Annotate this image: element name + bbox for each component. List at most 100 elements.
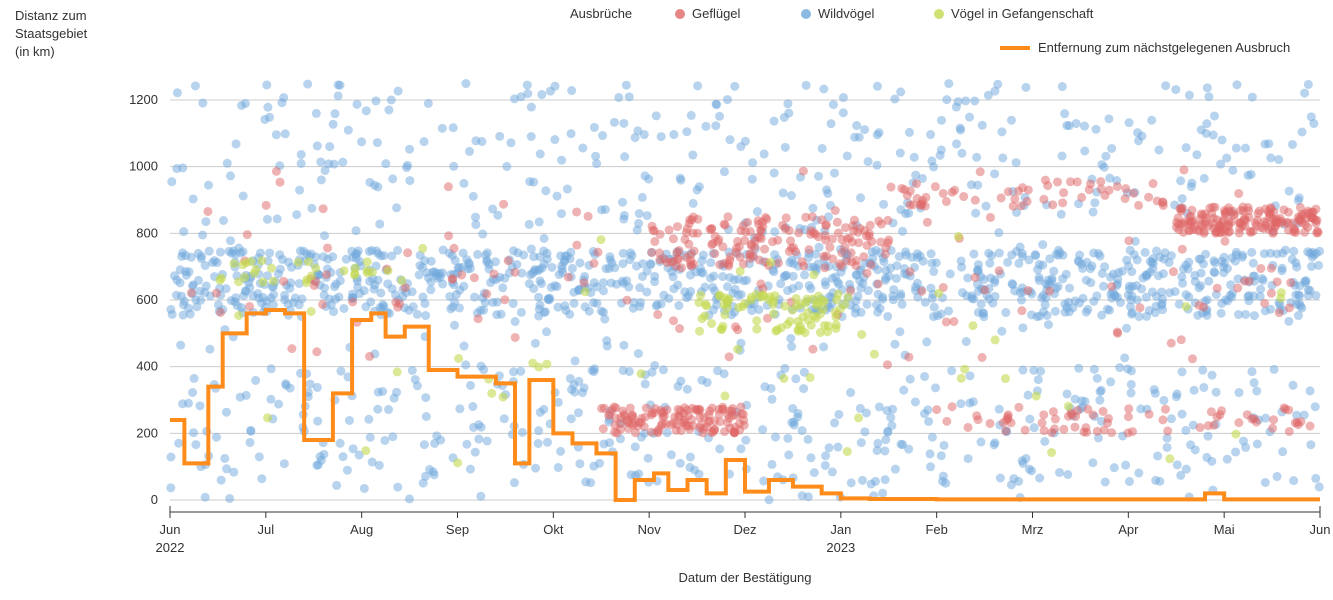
data-point xyxy=(307,307,316,316)
data-point xyxy=(223,159,232,168)
data-point xyxy=(1209,256,1218,265)
data-point xyxy=(788,404,797,413)
data-point xyxy=(768,460,777,469)
data-point xyxy=(307,204,316,213)
data-point xyxy=(415,261,424,270)
data-point xyxy=(602,336,611,345)
data-point xyxy=(1158,197,1167,206)
data-point xyxy=(911,397,920,406)
data-point xyxy=(189,194,198,203)
data-point xyxy=(852,261,861,270)
data-point xyxy=(1169,267,1178,276)
data-point xyxy=(373,405,382,414)
data-point xyxy=(774,258,783,267)
data-point xyxy=(200,288,209,297)
data-point xyxy=(418,244,427,253)
data-point xyxy=(1146,257,1155,266)
data-point xyxy=(297,150,306,159)
data-point xyxy=(1247,367,1256,376)
data-point xyxy=(362,106,371,115)
data-point xyxy=(263,413,272,422)
data-point xyxy=(635,209,644,218)
data-point xyxy=(779,374,788,383)
data-point xyxy=(959,192,968,201)
data-point xyxy=(867,480,876,489)
data-point xyxy=(1071,395,1080,404)
data-point xyxy=(839,93,848,102)
data-point xyxy=(862,232,871,241)
data-point xyxy=(1213,284,1222,293)
data-point xyxy=(453,458,462,467)
data-point xyxy=(1289,247,1298,256)
data-point xyxy=(1294,311,1303,320)
data-point xyxy=(995,249,1004,258)
data-point xyxy=(541,307,550,316)
data-point xyxy=(1082,428,1091,437)
data-point xyxy=(1212,227,1221,236)
data-point xyxy=(820,263,829,272)
data-point xyxy=(388,432,397,441)
data-point xyxy=(717,325,726,334)
data-point xyxy=(1017,306,1026,315)
data-point xyxy=(726,135,735,144)
y-axis-label: Distanz zum xyxy=(15,8,87,23)
data-point xyxy=(1035,474,1044,483)
data-point xyxy=(997,327,1006,336)
data-point xyxy=(706,258,715,267)
data-point xyxy=(597,404,606,413)
data-point xyxy=(280,295,289,304)
data-point xyxy=(557,209,566,218)
data-point xyxy=(493,298,502,307)
data-point xyxy=(226,236,235,245)
x-tick-label: Jan xyxy=(830,522,851,537)
data-point xyxy=(631,442,640,451)
data-point xyxy=(238,260,247,269)
data-point xyxy=(1021,426,1030,435)
data-point xyxy=(1165,258,1174,267)
data-point xyxy=(1223,455,1232,464)
data-point xyxy=(1207,457,1216,466)
data-point xyxy=(833,443,842,452)
data-point xyxy=(1304,80,1313,89)
data-point xyxy=(409,302,418,311)
data-point xyxy=(1231,447,1240,456)
data-point xyxy=(579,278,588,287)
data-point xyxy=(916,200,925,209)
data-point xyxy=(783,320,792,329)
data-point xyxy=(342,255,351,264)
data-point xyxy=(859,252,868,261)
data-point xyxy=(227,296,236,305)
data-point xyxy=(538,263,547,272)
data-point xyxy=(1258,274,1267,283)
data-point xyxy=(1256,285,1265,294)
chart-svg: 020040060080010001200Distanz zumStaatsge… xyxy=(0,0,1333,600)
data-point xyxy=(1082,308,1091,317)
data-point xyxy=(311,264,320,273)
data-point xyxy=(196,296,205,305)
data-point xyxy=(787,342,796,351)
data-point xyxy=(876,237,885,246)
data-point xyxy=(806,373,815,382)
data-point xyxy=(797,325,806,334)
data-point xyxy=(1062,121,1071,130)
data-point xyxy=(340,266,349,275)
data-point xyxy=(747,240,756,249)
data-point xyxy=(1289,476,1298,485)
data-point xyxy=(1306,422,1315,431)
data-point xyxy=(1248,93,1257,102)
data-point xyxy=(700,311,709,320)
data-point xyxy=(302,278,311,287)
data-point xyxy=(544,295,553,304)
data-point xyxy=(910,153,919,162)
data-point xyxy=(786,334,795,343)
data-point xyxy=(1125,118,1134,127)
data-point xyxy=(990,440,999,449)
data-point xyxy=(1064,412,1073,421)
data-point xyxy=(181,251,190,260)
data-point xyxy=(525,177,534,186)
data-point xyxy=(1135,312,1144,321)
data-point xyxy=(217,476,226,485)
data-point xyxy=(216,308,225,317)
data-point xyxy=(922,337,931,346)
data-point xyxy=(770,117,779,126)
